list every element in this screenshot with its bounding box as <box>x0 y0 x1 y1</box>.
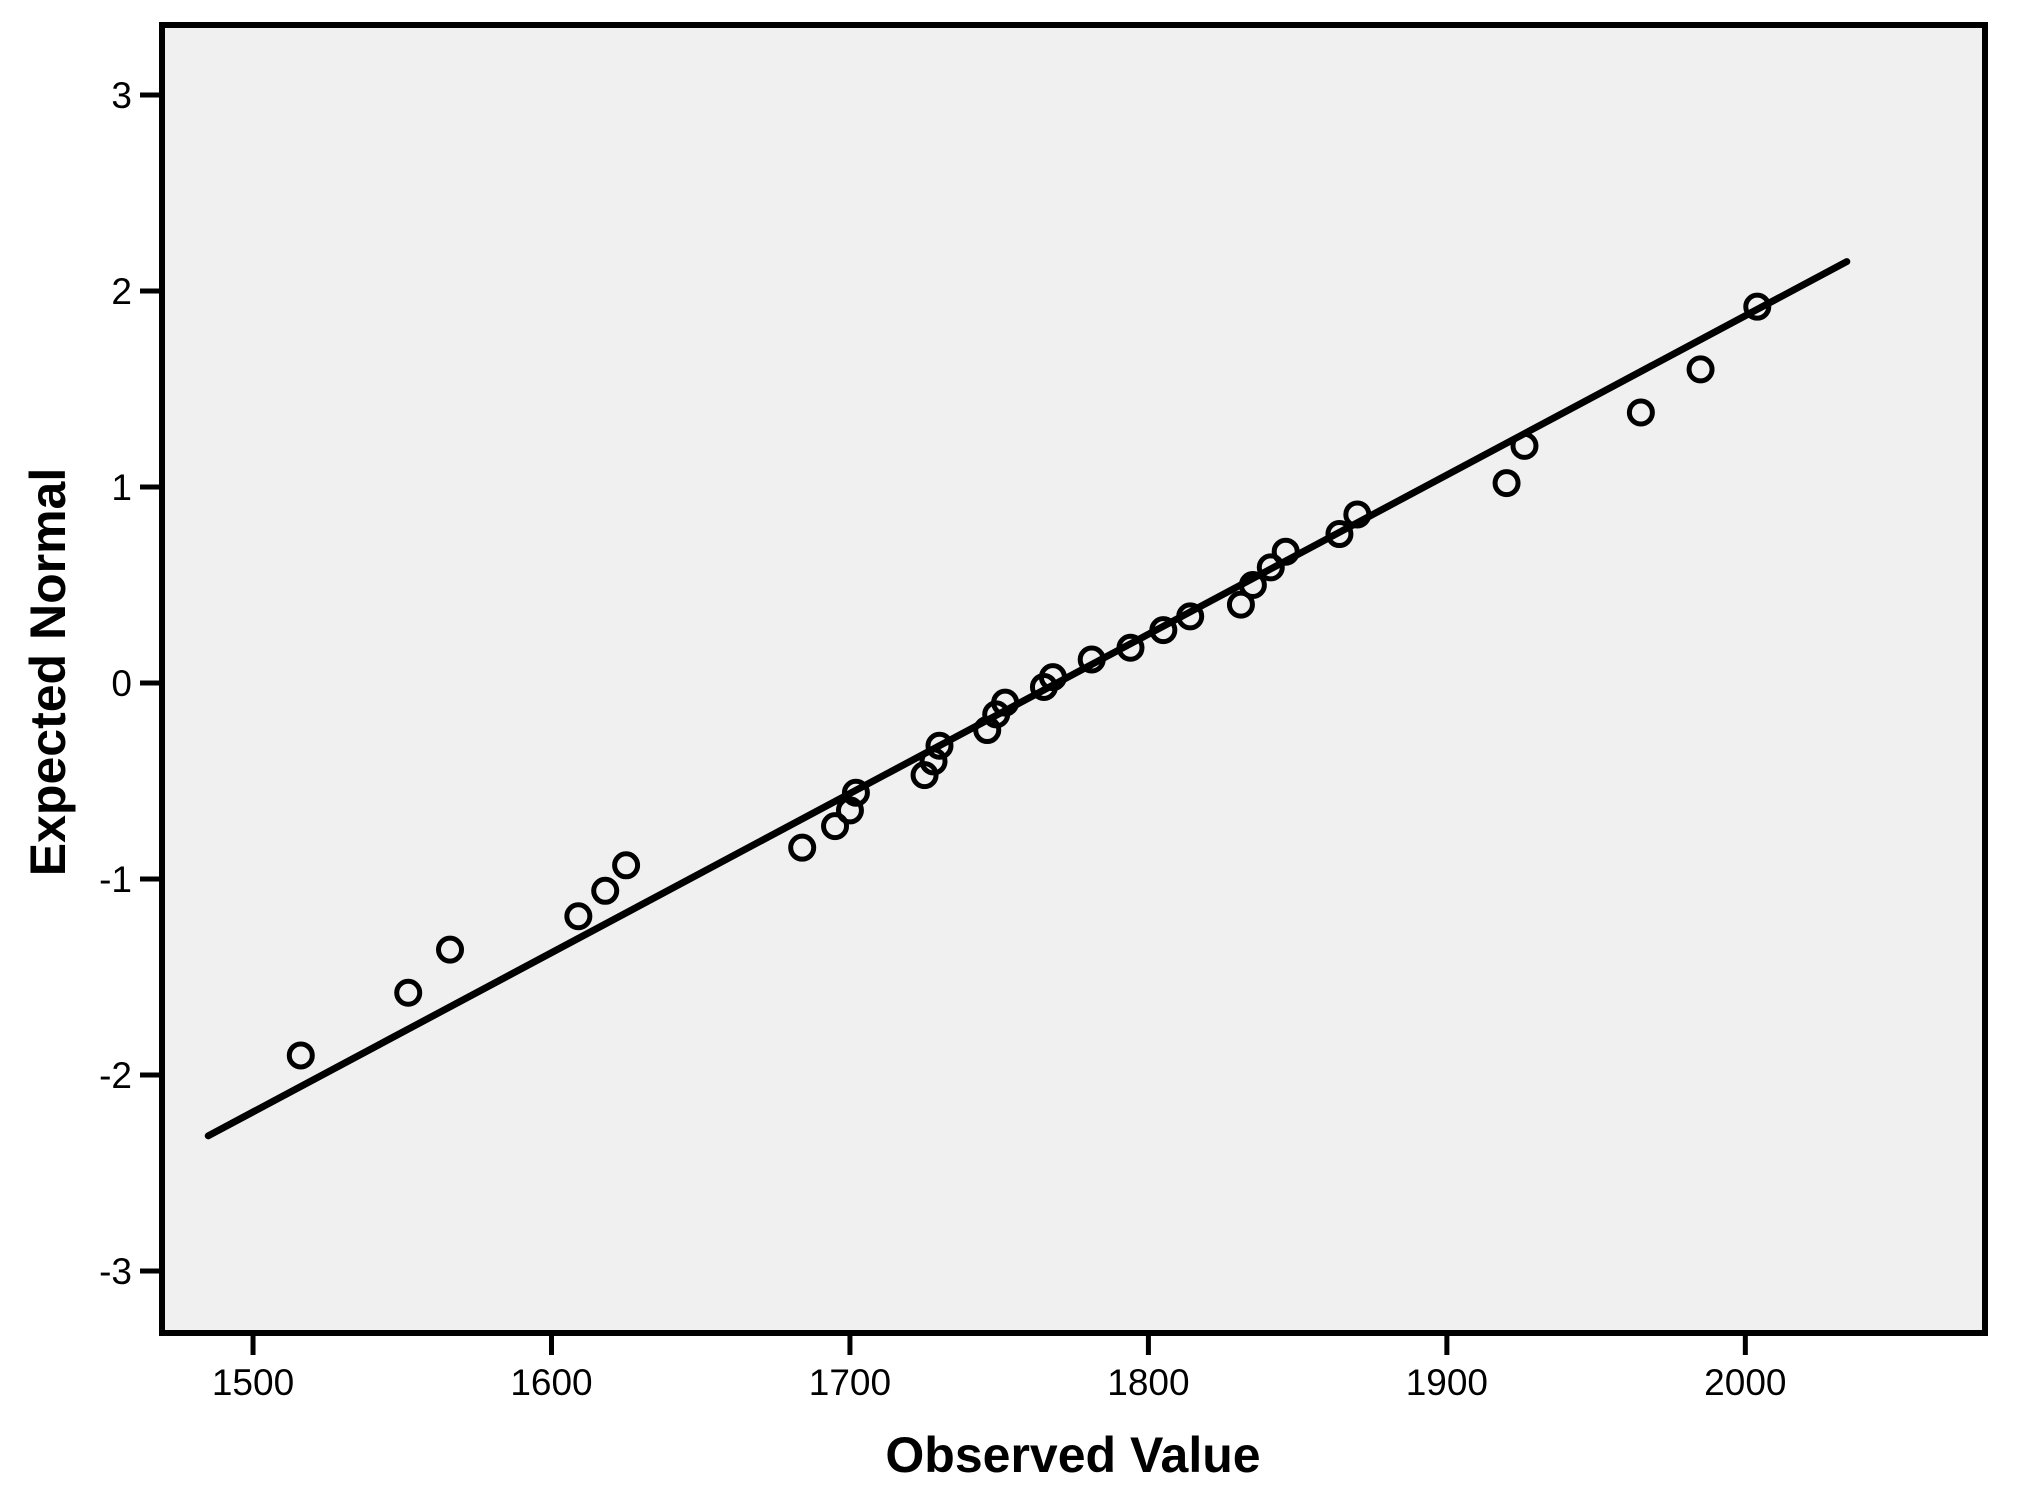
y-tick-label: -2 <box>99 1055 132 1096</box>
data-point <box>919 747 948 776</box>
x-tick-label: 2000 <box>1704 1362 1786 1403</box>
data-point <box>1149 616 1178 645</box>
y-tick-label: -3 <box>99 1251 132 1292</box>
x-tick-label: 1700 <box>809 1362 891 1403</box>
x-tick-label: 1900 <box>1406 1362 1488 1403</box>
data-point <box>1743 292 1772 321</box>
y-tick-label: 2 <box>111 271 132 312</box>
data-point <box>1116 633 1145 662</box>
x-tick-label: 1800 <box>1107 1362 1189 1403</box>
data-point <box>991 688 1020 717</box>
data-point <box>1686 355 1715 384</box>
data-point <box>1077 645 1106 674</box>
data-point <box>788 833 817 862</box>
data-point <box>1176 602 1205 631</box>
plot-area <box>162 25 1985 1333</box>
data-point <box>1256 553 1285 582</box>
y-tick-label: 1 <box>111 467 132 508</box>
data-point <box>1238 571 1267 600</box>
data-point <box>436 935 465 964</box>
data-point <box>286 1041 315 1070</box>
data-point <box>1626 398 1655 427</box>
data-point <box>612 851 641 880</box>
data-point <box>564 902 593 931</box>
data-point <box>1510 431 1539 460</box>
data-point <box>821 812 850 841</box>
data-point <box>1226 590 1255 619</box>
data-point <box>1492 469 1521 498</box>
data-point <box>591 876 620 905</box>
x-axis-title: Observed Value <box>885 1427 1261 1483</box>
data-point <box>841 778 870 807</box>
data-point <box>1271 537 1300 566</box>
data-point <box>394 978 423 1007</box>
data-point <box>835 796 864 825</box>
data-point <box>1325 520 1354 549</box>
y-axis-title: Expected Normal <box>20 467 76 877</box>
data-point <box>1343 500 1372 529</box>
plot-frame <box>159 22 1988 1336</box>
x-tick-label: 1500 <box>212 1362 294 1403</box>
x-tick-label: 1600 <box>510 1362 592 1403</box>
y-tick-label: 3 <box>111 75 132 116</box>
normality-reference-line <box>204 258 1851 1140</box>
y-tick-label: 0 <box>111 663 132 704</box>
data-point <box>1038 663 1067 692</box>
data-point <box>925 731 954 760</box>
y-tick-label: -1 <box>99 859 132 900</box>
